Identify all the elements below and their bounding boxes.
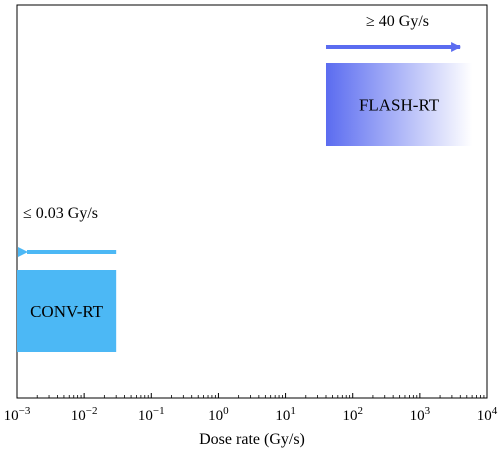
- x-tick-label: 103: [410, 405, 431, 424]
- x-tick-label: 104: [477, 405, 498, 424]
- x-tick-label: 100: [208, 405, 229, 424]
- flash-rt-label: FLASH-RT: [359, 96, 440, 115]
- conv-rt-threshold-label: ≤ 0.03 Gy/s: [23, 205, 98, 222]
- x-axis-label: Dose rate (Gy/s): [199, 431, 305, 448]
- x-tick-label: 10−1: [138, 405, 165, 424]
- flash-rt-range-box: [325, 63, 473, 146]
- conv-rt-range-box: [17, 270, 117, 352]
- plot-frame: [16, 4, 488, 399]
- x-tick-label: 101: [275, 405, 296, 424]
- conv-rt-label: CONV-RT: [30, 302, 104, 321]
- x-tick-label: 102: [342, 405, 363, 424]
- flash-rt-threshold-label: ≥ 40 Gy/s: [366, 13, 429, 30]
- x-tick-label: 10−3: [4, 405, 31, 424]
- x-axis-ticks: 10−3 10−2 10−1 100 101 102 103 104: [4, 393, 498, 424]
- ranges-layer: CONV-RT ≤ 0.03 Gy/s FLASH-RT ≥ 40 Gy/s: [17, 13, 473, 352]
- x-tick-label: 10−2: [71, 405, 98, 424]
